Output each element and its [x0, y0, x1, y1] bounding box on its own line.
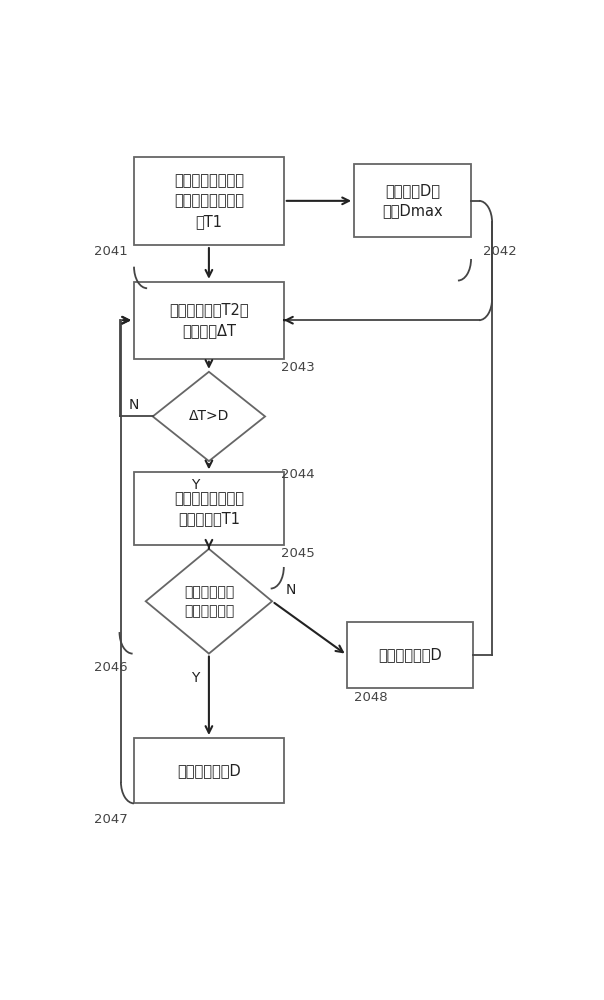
Text: 2042: 2042 [483, 245, 516, 258]
Text: 2044: 2044 [281, 468, 315, 481]
Text: 校正阈值D设
置为Dmax: 校正阈值D设 置为Dmax [382, 183, 443, 219]
Text: 检测工作温度T2，
得到温差ΔT: 检测工作温度T2， 得到温差ΔT [169, 302, 249, 338]
Text: ΔT>D: ΔT>D [188, 409, 229, 423]
Polygon shape [153, 372, 265, 461]
Text: N: N [286, 583, 296, 597]
Text: 2043: 2043 [281, 361, 315, 374]
Text: Y: Y [191, 478, 199, 492]
FancyBboxPatch shape [134, 472, 284, 545]
Text: 2045: 2045 [281, 547, 315, 560]
Polygon shape [146, 549, 272, 654]
Text: N: N [129, 398, 139, 412]
Text: 2046: 2046 [94, 661, 128, 674]
Text: 2048: 2048 [354, 691, 388, 704]
FancyBboxPatch shape [134, 738, 284, 803]
Text: Y: Y [191, 671, 199, 685]
Text: 2041: 2041 [94, 245, 128, 258]
Text: 校正时间间隔
是否满足要求: 校正时间间隔 是否满足要求 [184, 585, 234, 618]
Text: 实现补偿动作，更
新工作温度T1: 实现补偿动作，更 新工作温度T1 [174, 491, 244, 527]
FancyBboxPatch shape [134, 282, 284, 359]
Text: 增大校正阈值D: 增大校正阈值D [378, 648, 442, 663]
Text: 实现一次开机补偿
动作，记录工作温
度T1: 实现一次开机补偿 动作，记录工作温 度T1 [174, 173, 244, 229]
FancyBboxPatch shape [354, 164, 471, 237]
Text: 减小校正阈值D: 减小校正阈值D [177, 763, 241, 778]
FancyBboxPatch shape [134, 157, 284, 245]
FancyBboxPatch shape [347, 622, 474, 688]
Text: 2047: 2047 [94, 813, 128, 826]
